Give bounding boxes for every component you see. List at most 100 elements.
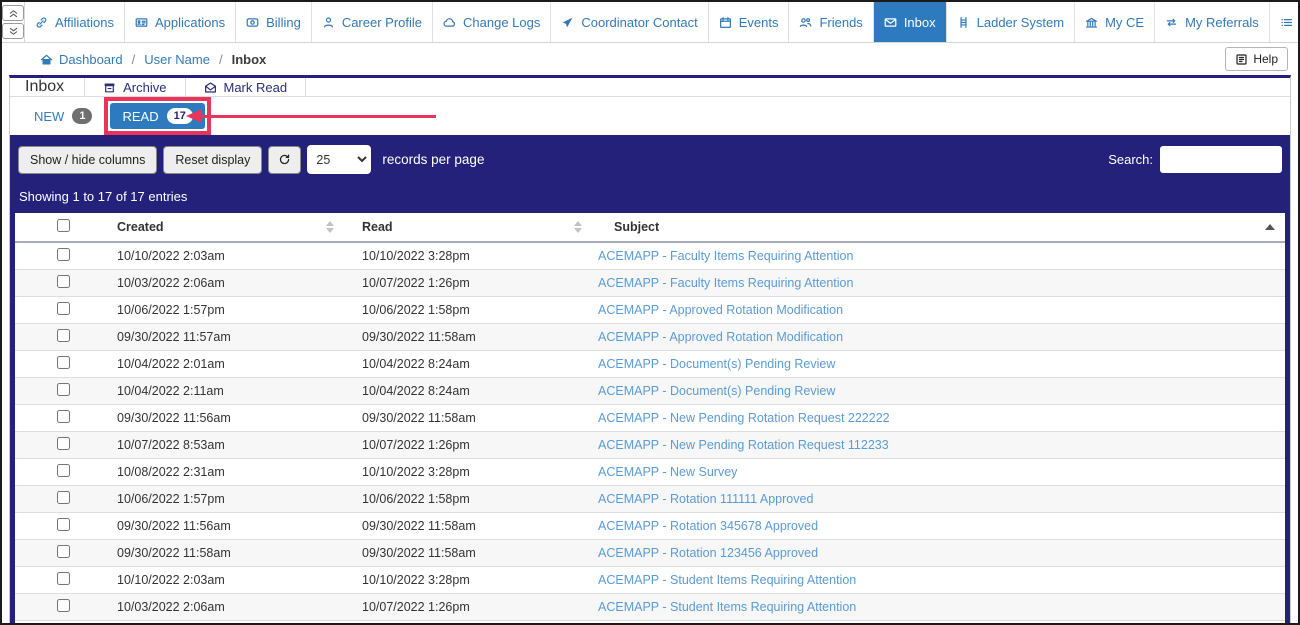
table-row: 10/10/2022 2:03am10/10/2022 3:28pmACEMAP…: [15, 242, 1285, 270]
row-checkbox-cell: [15, 567, 97, 594]
row-checkbox[interactable]: [57, 383, 70, 396]
archive-button[interactable]: Archive: [84, 78, 185, 96]
nav-item-my-sessions[interactable]: My Sessions: [1270, 2, 1300, 42]
sort-ascending-icon: [1265, 224, 1275, 230]
collapse-down-button[interactable]: [2, 23, 24, 39]
row-checkbox[interactable]: [57, 329, 70, 342]
row-checkbox[interactable]: [57, 410, 70, 423]
column-header-read[interactable]: Read: [342, 213, 590, 242]
tab-read-label: READ: [122, 109, 158, 124]
select-all-checkbox[interactable]: [57, 219, 70, 232]
nav-item-my-ce[interactable]: My CE: [1075, 2, 1155, 42]
row-checkbox-cell: [15, 351, 97, 378]
subject-link[interactable]: ACEMAPP - Faculty Items Requiring Attent…: [598, 276, 853, 290]
search-area: Search:: [1108, 146, 1282, 173]
row-checkbox[interactable]: [57, 491, 70, 504]
row-checkbox[interactable]: [57, 248, 70, 261]
row-created-cell: 10/03/2022 2:06am: [97, 270, 342, 297]
row-subject-cell: ACEMAPP - New Pending Rotation Request 2…: [590, 405, 1285, 432]
breadcrumb-dashboard[interactable]: Dashboard: [40, 52, 123, 67]
subject-link[interactable]: ACEMAPP - Student Items Requiring Attent…: [598, 573, 856, 587]
row-created-cell: 09/30/2022 11:56am: [97, 513, 342, 540]
row-checkbox[interactable]: [57, 599, 70, 612]
refresh-button[interactable]: [268, 146, 301, 174]
table-row: 09/30/2022 11:57am09/30/2022 11:58amACEM…: [15, 324, 1285, 351]
row-checkbox[interactable]: [57, 437, 70, 450]
breadcrumb-user-name[interactable]: User Name: [144, 52, 210, 67]
select-all-header: [15, 213, 97, 242]
subject-link[interactable]: ACEMAPP - Document(s) Pending Review: [598, 384, 835, 398]
subject-link[interactable]: ACEMAPP - Rotation 345678 Approved: [598, 519, 818, 533]
subject-link[interactable]: ACEMAPP - New Survey: [598, 465, 737, 479]
reset-display-button[interactable]: Reset display: [163, 146, 262, 174]
nav-item-label: Ladder System: [977, 15, 1064, 30]
row-checkbox[interactable]: [57, 545, 70, 558]
paper-plane-icon: [561, 16, 574, 29]
subject-link[interactable]: ACEMAPP - Document(s) Pending Review: [598, 357, 835, 371]
row-subject-cell: ACEMAPP - Student Items Requiring Attent…: [590, 594, 1285, 621]
page-size-select[interactable]: 25: [307, 145, 371, 174]
search-label: Search:: [1108, 152, 1153, 167]
subject-link[interactable]: ACEMAPP - Faculty Items Requiring Attent…: [598, 249, 853, 263]
column-header-subject[interactable]: Subject: [590, 213, 1285, 242]
show-hide-columns-button[interactable]: Show / hide columns: [18, 146, 157, 174]
search-input[interactable]: [1160, 146, 1282, 173]
row-checkbox[interactable]: [57, 572, 70, 585]
annotation-arrow: [186, 109, 436, 123]
row-checkbox-cell: [15, 432, 97, 459]
records-per-page-label: records per page: [382, 152, 484, 167]
nav-item-label: Inbox: [904, 15, 936, 30]
subject-link[interactable]: ACEMAPP - New Pending Rotation Request 1…: [598, 438, 889, 452]
nav-item-change-logs[interactable]: Change Logs: [433, 2, 551, 42]
collapse-up-button[interactable]: [2, 5, 24, 21]
help-button[interactable]: Help: [1225, 47, 1288, 71]
annotation-arrowhead: [186, 109, 202, 123]
nav-item-friends[interactable]: Friends: [789, 2, 873, 42]
nav-item-label: Career Profile: [342, 15, 422, 30]
row-subject-cell: ACEMAPP - Rotation 345678 Approved: [590, 513, 1285, 540]
nav-item-billing[interactable]: Billing: [236, 2, 312, 42]
nav-item-affiliations[interactable]: Affiliations: [25, 2, 125, 42]
inbox-table-body: 10/10/2022 2:03am10/10/2022 3:28pmACEMAP…: [15, 242, 1285, 625]
row-checkbox[interactable]: [57, 464, 70, 477]
page-title: Inbox: [25, 78, 64, 96]
table-row: 09/30/2022 11:56am09/30/2022 11:58amACEM…: [15, 405, 1285, 432]
annotation-arrow-line: [202, 115, 436, 118]
row-checkbox[interactable]: [57, 356, 70, 369]
subject-link[interactable]: ACEMAPP - Approved Rotation Modification: [598, 330, 843, 344]
subject-link[interactable]: ACEMAPP - Student Items Requiring Attent…: [598, 600, 856, 614]
nav-item-events[interactable]: Events: [709, 2, 790, 42]
row-created-cell: 09/30/2022 11:56am: [97, 405, 342, 432]
nav-item-applications[interactable]: Applications: [125, 2, 236, 42]
nav-item-label: Change Logs: [463, 15, 540, 30]
nav-item-inbox[interactable]: Inbox: [874, 2, 947, 42]
nav-item-coordinator-contact[interactable]: Coordinator Contact: [551, 2, 708, 42]
subject-link[interactable]: ACEMAPP - Rotation 123456 Approved: [598, 546, 818, 560]
row-checkbox[interactable]: [57, 275, 70, 288]
row-created-cell: 09/30/2022 11:57am: [97, 324, 342, 351]
nav-item-career-profile[interactable]: Career Profile: [312, 2, 433, 42]
subject-link[interactable]: ACEMAPP - Rotation 111111 Approved: [598, 492, 813, 506]
row-checkbox[interactable]: [57, 302, 70, 315]
row-checkbox-cell: [15, 621, 97, 625]
breadcrumb-separator: /: [132, 52, 136, 67]
double-chevron-down-icon: [8, 26, 19, 37]
datatable-toolbar: Show / hide columns Reset display 25 rec…: [15, 142, 1285, 178]
row-subject-cell: ACEMAPP - Student Items Requiring Attent…: [590, 567, 1285, 594]
breadcrumb-user-name-label: User Name: [144, 52, 210, 67]
row-checkbox[interactable]: [57, 518, 70, 531]
row-read-cell: 10/10/2022 3:28pm: [342, 567, 590, 594]
column-header-created[interactable]: Created: [97, 213, 342, 242]
mark-read-button[interactable]: Mark Read: [186, 78, 307, 96]
subject-link[interactable]: ACEMAPP - New Pending Rotation Request 2…: [598, 411, 890, 425]
acemapp-page: AffiliationsApplicationsBilling Career Pr…: [0, 0, 1300, 625]
inbox-panel: Inbox Archive Mark Read NEW 1 READ 17: [9, 75, 1291, 625]
sort-icon[interactable]: [326, 221, 334, 233]
table-row: 10/10/2022 2:03am10/10/2022 3:28pmACEMAP…: [15, 567, 1285, 594]
nav-item-my-referrals[interactable]: My Referrals: [1155, 2, 1270, 42]
sort-icon[interactable]: [574, 221, 582, 233]
row-read-cell: 10/06/2022 1:58pm: [342, 486, 590, 513]
tab-new[interactable]: NEW 1: [34, 108, 92, 124]
subject-link[interactable]: ACEMAPP - Approved Rotation Modification: [598, 303, 843, 317]
nav-item-ladder-system[interactable]: Ladder System: [947, 2, 1075, 42]
